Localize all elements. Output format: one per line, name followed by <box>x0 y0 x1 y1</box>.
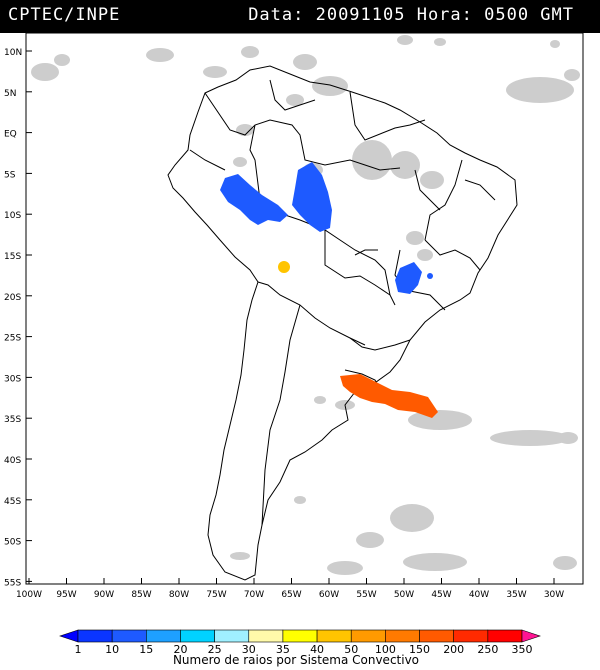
lon-label: 75W <box>206 590 226 600</box>
lat-label: 30S <box>4 374 21 384</box>
legend-swatch <box>180 629 215 643</box>
legend-swatch <box>214 629 250 643</box>
legend-level-label: 10 <box>105 643 119 656</box>
lon-label: 35W <box>506 590 526 600</box>
lon-label: 65W <box>281 590 301 600</box>
lon-label: 95W <box>56 590 76 600</box>
lon-label: 40W <box>469 590 489 600</box>
legend-level-label: 30 <box>242 643 256 656</box>
legend-caption: Numero de raios por Sistema Convectivo <box>173 653 419 667</box>
system-central-amazon <box>292 162 332 232</box>
legend-level-label: 150 <box>409 643 430 656</box>
cloud-cover <box>31 35 580 575</box>
legend-level-label: 200 <box>443 643 464 656</box>
lat-label: 10S <box>4 211 21 221</box>
legend-swatch <box>77 629 113 643</box>
legend-level-label: 350 <box>512 643 533 656</box>
legend-level-label: 250 <box>477 643 498 656</box>
lat-label: 5N <box>4 89 16 99</box>
legend-swatch <box>419 629 454 643</box>
legend-arrow-left <box>59 629 79 643</box>
convective-systems <box>220 162 438 418</box>
legend-level-label: 35 <box>276 643 290 656</box>
lon-label: 30W <box>544 590 564 600</box>
legend-swatch <box>146 629 181 643</box>
system-uruguay-south-brazil <box>340 374 438 418</box>
legend-swatch <box>111 629 147 643</box>
lat-label: 25S <box>4 334 21 344</box>
lon-label: 80W <box>169 590 189 600</box>
legend-swatch <box>316 629 352 643</box>
lon-label: 85W <box>131 590 151 600</box>
lon-label: 55W <box>356 590 376 600</box>
legend-level-label: 50 <box>344 643 358 656</box>
legend-swatch <box>248 629 284 643</box>
latitude-axis: 10N 5N EQ 5S 10S 15S 20S 25S 30S 35S 40S 45S 50S 55S <box>4 48 32 588</box>
lat-label: 35S <box>4 415 21 425</box>
legend-swatch <box>453 629 489 643</box>
lon-label: 70W <box>244 590 264 600</box>
system-bolivia <box>278 261 290 273</box>
legend-swatch <box>350 629 386 643</box>
lat-label: 45S <box>4 497 21 507</box>
lon-label: 60W <box>319 590 339 600</box>
lon-label: 90W <box>94 590 114 600</box>
lat-label: 50S <box>4 538 21 548</box>
system-west-amazon <box>220 174 288 225</box>
lat-label: 5S <box>4 170 16 180</box>
lat-label: 20S <box>4 293 21 303</box>
lon-label: 50W <box>394 590 414 600</box>
legend-level-label: 40 <box>310 643 324 656</box>
legend-level-label: 25 <box>208 643 222 656</box>
lat-label: 15S <box>4 252 21 262</box>
header-title: CPTEC/INPE <box>8 5 121 25</box>
legend-level-label: 100 <box>375 643 396 656</box>
legend-swatch <box>385 629 420 643</box>
legend-level-label: 20 <box>173 643 187 656</box>
header-bar: CPTEC/INPE Data: 20091105 Hora: 0500 GMT <box>0 0 600 33</box>
lon-label: 100W <box>16 590 42 600</box>
longitude-axis: 100W 95W 90W 85W 80W 75W 70W 65W 60W 55W 50W 45W 40W… <box>16 578 564 600</box>
lat-label: EQ <box>4 130 17 140</box>
system-southeast-brazil-cell <box>427 273 433 279</box>
legend-level-label: 15 <box>139 643 153 656</box>
color-scale-legend: 1 10 15 20 25 30 35 40 50 100 150 200 250 350 <box>59 629 541 656</box>
lat-label: 40S <box>4 456 21 466</box>
legend-arrow-right <box>521 629 541 643</box>
legend-swatch <box>282 629 318 643</box>
legend-level-label: 1 <box>75 643 82 656</box>
system-southeast-brazil <box>395 262 422 294</box>
lat-label: 55S <box>4 578 21 588</box>
lat-label: 10N <box>4 48 22 58</box>
legend-swatch <box>487 629 523 643</box>
header-date-time: Data: 20091105 Hora: 0500 GMT <box>248 5 574 25</box>
lon-label: 45W <box>431 590 451 600</box>
